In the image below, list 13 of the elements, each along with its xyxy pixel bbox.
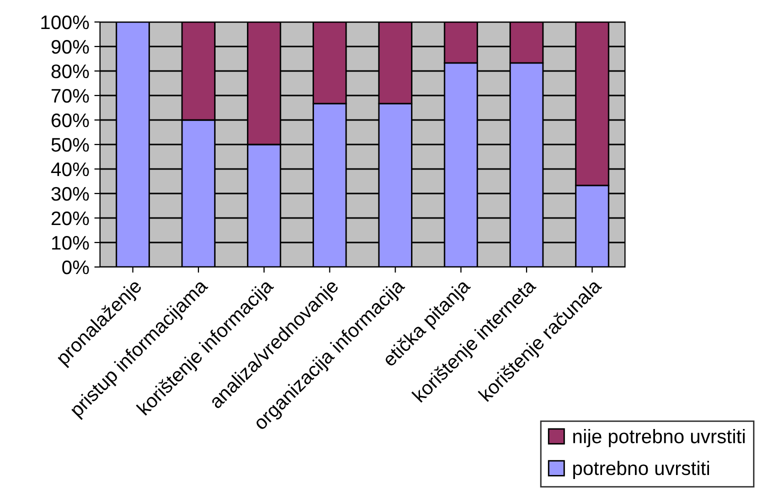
y-tick-label: 90%	[52, 40, 89, 54]
y-tick-label: 0%	[62, 260, 89, 274]
y-tick-label: 80%	[52, 64, 89, 78]
y-tick-label: 70%	[52, 88, 89, 103]
y-tick-label: 50%	[51, 138, 89, 152]
y-tick-label: 100%	[41, 15, 89, 30]
y-tick-label: 40%	[51, 162, 89, 176]
legend-label: potrebno uvrstiti	[573, 460, 710, 480]
y-tick-label: 30%	[51, 186, 89, 201]
y-tick-label: 60%	[52, 113, 89, 128]
legend-label: nije potrebno uvrstiti	[573, 429, 745, 448]
y-tick-label: 20%	[52, 211, 89, 226]
y-tick-label: 10%	[52, 236, 89, 250]
